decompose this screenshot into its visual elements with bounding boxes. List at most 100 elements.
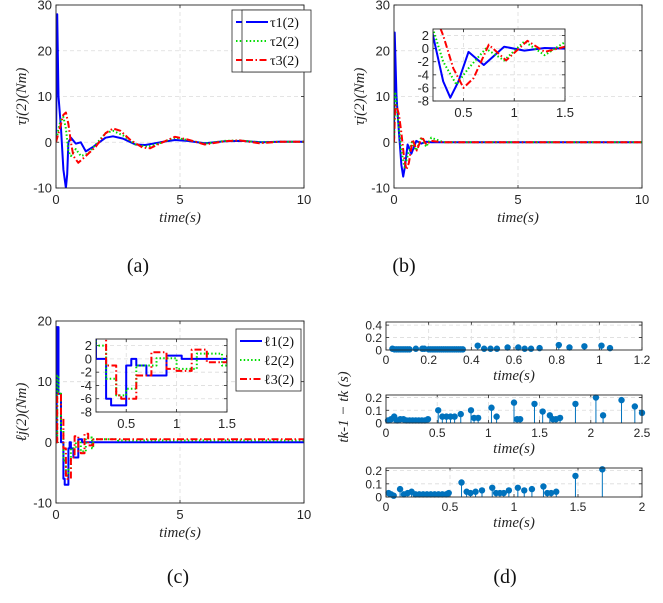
stem-marker <box>467 407 475 414</box>
legend-label-3: τ3(2) <box>270 54 299 69</box>
stem-marker <box>592 394 600 401</box>
stem-marker <box>539 408 546 415</box>
chart-b-inset-ytick-label: -8 <box>417 94 429 109</box>
chart-b-legend: τ1(2) τ2(2) τ3(2) <box>241 9 312 73</box>
stem-marker <box>599 412 607 419</box>
chart-a-series-line-2 <box>56 116 304 157</box>
chart-c-inset-ytick-label: 0 <box>85 351 92 366</box>
chart-b-caption: (b) <box>392 255 415 277</box>
chart-d-subplot-xlabel: time(s) <box>493 368 535 384</box>
chart-b-axes-box <box>393 4 643 189</box>
stem-marker <box>406 346 413 353</box>
chart-d-subplot-xlabel: time(s) <box>493 441 535 457</box>
stem-marker <box>618 396 625 404</box>
chart-c-series-line-1 <box>56 326 304 486</box>
chart-a-series-line-3 <box>56 111 304 164</box>
chart-a-ytick-label: 10 <box>38 89 52 104</box>
chart-b-xtick-label: 5 <box>514 192 521 207</box>
chart-d-subplot-1-ytick-label: 0.2 <box>365 331 382 345</box>
chart-d-subplot-2-xtick-label: 0 <box>383 426 390 440</box>
chart-a-xtick-label: 0 <box>52 192 59 207</box>
chart-d-subplot-axes-box <box>385 394 643 424</box>
chart-d-subplot-xlabel: time(s) <box>493 515 535 531</box>
stem-marker <box>572 472 579 480</box>
chart-c-inset-xtick-label: 1 <box>173 416 180 431</box>
chart-a-ytick-label: 20 <box>38 43 52 58</box>
chart-d-subplot-1-xtick-label: 0.6 <box>506 353 523 367</box>
stem-marker <box>510 399 518 406</box>
stem-marker <box>474 342 481 349</box>
stem-marker <box>531 400 538 408</box>
chart-b-inset-ytick-label: -2 <box>417 54 429 69</box>
chart-d-subplot-3-xtick-label: 0.5 <box>442 500 459 514</box>
chart-c-inset-ytick-label: -6 <box>80 391 92 406</box>
chart-d-subplot-2-xtick-label: 1 <box>485 426 492 440</box>
stem-marker <box>445 489 452 497</box>
chart-c-inset-ytick-label: -2 <box>80 365 92 380</box>
chart-d-subplot-1-xtick-label: 0 <box>383 353 390 367</box>
stem-marker <box>487 345 494 352</box>
chart-b-xtick-label: 0 <box>390 192 397 207</box>
chart-c-inset: 0.5 1 1.5 20-2-4-6-8 <box>80 338 236 431</box>
stem-marker <box>412 345 420 352</box>
chart-d-subplot-1-xtick-label: 1 <box>596 353 603 367</box>
stem-marker <box>521 345 528 352</box>
chart-c-ytick-label: 10 <box>38 374 52 389</box>
stem-marker <box>390 492 397 499</box>
stem-marker <box>631 403 639 410</box>
stem-marker <box>566 344 573 351</box>
chart-c-inset-xtick-label: 1.5 <box>218 416 236 431</box>
chart-a-ytick-label: -10 <box>33 181 52 196</box>
chart-a-axes-box <box>55 4 305 189</box>
chart-c-caption: (c) <box>167 566 189 588</box>
chart-b-ytick-label: 0 <box>383 135 390 150</box>
chart-a-ytick-label: 0 <box>45 135 52 150</box>
legend-box <box>235 328 302 392</box>
chart-d-subplot-2-xtick-label: 2 <box>587 426 594 440</box>
chart-d-subplot-3-xtick-label: 1.5 <box>570 500 587 514</box>
chart-d-subplot-2-xtick-label: 2.5 <box>634 426 651 440</box>
chart-b-ylabel: τj(2)(Nm) <box>352 68 368 126</box>
stem-marker <box>599 466 606 473</box>
chart-a-ylabel: τj(2)(Nm) <box>14 68 30 126</box>
chart-c-xlabel: time(s) <box>159 525 201 541</box>
chart-c-axes-box <box>55 320 305 504</box>
chart-d-subplot-3-ytick-label: 0.1 <box>365 477 382 491</box>
chart-d-subplot-2: 0 0.5 1 1.5 2 2.5 00.10.2 time(s) <box>365 391 650 457</box>
stem-marker <box>435 407 442 414</box>
stem-marker <box>467 489 474 497</box>
stem-marker <box>527 345 535 352</box>
chart-d-subplot-2-xtick-label: 1.5 <box>531 426 548 440</box>
chart-b-inset-ytick-label: 0 <box>422 41 429 56</box>
stem-marker <box>480 345 488 352</box>
chart-d-subplot-3-xtick-label: 1 <box>511 500 518 514</box>
chart-c-xtick-label: 5 <box>176 507 183 522</box>
chart-a-ytick-label: 30 <box>38 0 52 13</box>
stem-marker <box>598 342 605 349</box>
chart-c-inset-ytick-label: -8 <box>80 405 92 420</box>
stem-marker <box>505 487 513 494</box>
stem-marker <box>547 489 555 497</box>
stem-marker <box>489 484 496 491</box>
chart-b-inset: 0.5 1 1.5 20-2-4-6-8 <box>417 28 574 120</box>
chart-c-inset-axes-box <box>95 338 228 413</box>
stem-marker <box>478 487 486 494</box>
stem-marker <box>424 415 432 423</box>
legend-label-2: τ2(2) <box>270 35 299 50</box>
chart-b-inset-plot-bg <box>433 29 565 101</box>
chart-c-ytick-label: -10 <box>33 496 52 511</box>
chart-c-legend: ℓ1(2) ℓ2(2) ℓ3(2) <box>235 328 302 392</box>
stem-marker <box>556 414 564 422</box>
chart-d-subplot-axes-box <box>385 467 643 498</box>
stem-marker <box>488 404 495 411</box>
chart-d-subplot-1-xtick-label: 0.8 <box>548 353 565 367</box>
chart-d-ylabel: tk-1 − tk (s) <box>336 371 352 442</box>
stem-marker <box>555 341 562 349</box>
stem-marker <box>540 483 547 490</box>
stem-marker <box>474 414 482 422</box>
chart-b-inset-xtick-label: 1 <box>511 105 518 120</box>
stem-marker <box>458 479 465 486</box>
chart-b-xtick-label: 10 <box>635 192 649 207</box>
